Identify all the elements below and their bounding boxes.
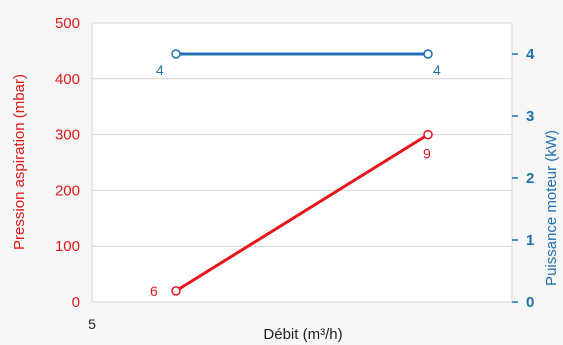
left-axis-ticks: 0 100 200 300 400 500: [55, 15, 80, 311]
series-line-left: [175, 133, 429, 293]
right-tick-label-0: 0: [526, 294, 534, 311]
x-axis-ticks: 5: [88, 316, 96, 332]
plot-area: [92, 23, 512, 302]
series-layer: 6 9 4 4: [150, 49, 441, 299]
left-tick-label-500: 500: [55, 15, 80, 32]
data-label-right-1: 4: [433, 62, 441, 78]
left-tick-label-300: 300: [55, 127, 80, 144]
x-axis-label: Débit (m³/h): [263, 326, 342, 343]
left-tick-label-0: 0: [72, 294, 80, 311]
gridlines: [91, 22, 513, 303]
left-tick-label-400: 400: [55, 71, 80, 88]
data-label-right-0: 4: [156, 62, 164, 78]
series-left-point-0: [171, 286, 181, 296]
right-tick-label-4: 4: [526, 46, 535, 63]
x-tick-label-0: 5: [88, 316, 96, 332]
right-tick-label-1: 1: [526, 232, 534, 249]
data-label-left-1: 9: [423, 146, 431, 162]
right-axis-ticks: 0 1 2 3 4: [512, 46, 535, 311]
series-right-point-0: [171, 49, 181, 59]
series-left-point-1: [423, 129, 433, 140]
right-tick-label-3: 3: [526, 108, 534, 125]
right-tick-label-2: 2: [526, 170, 534, 187]
series-right-point-1: [423, 49, 433, 59]
left-tick-label-200: 200: [55, 182, 80, 199]
right-axis-label: Puissance moteur (kW): [543, 130, 560, 286]
left-axis-label: Pression aspiration (mbar): [11, 74, 28, 250]
left-tick-label-100: 100: [55, 238, 80, 255]
data-label-left-0: 6: [150, 283, 158, 299]
